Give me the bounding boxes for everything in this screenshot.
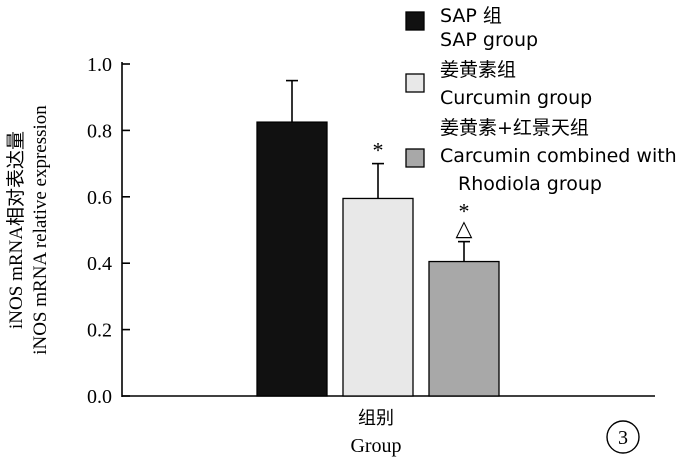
y-axis-title-en: iNOS mRNA relative expression [30, 105, 51, 355]
legend-swatch [405, 11, 425, 31]
significance-marker: * [373, 138, 384, 163]
legend-label-en: Carcumin combined with Rhodiola group [440, 145, 677, 195]
bars [256, 121, 500, 397]
x-axis-title-en: Group [350, 435, 401, 457]
y-axis: 0.0 0.2 0.4 0.6 0.8 1.0 [87, 54, 130, 408]
legend-label-cn: SAP 组 [440, 5, 502, 27]
y-tick-label: 1.0 [87, 54, 112, 76]
y-axis-title: iNOS mRNA相对表达量 iNOS mRNA relative expres… [5, 105, 51, 355]
significance-marker: * △ [456, 199, 473, 241]
bar [342, 197, 414, 397]
y-tick-label: 0.8 [87, 120, 112, 142]
significance-markers: * * △ [373, 138, 473, 241]
legend-label-cn: 姜黄素组 [440, 59, 516, 81]
legend-label-en: SAP group [440, 29, 538, 51]
y-tick-label: 0.2 [87, 320, 112, 342]
y-tick-label: 0.4 [87, 253, 112, 275]
panel-label-number: 3 [618, 427, 628, 449]
legend-label-cn: 姜黄素+红景天组 [440, 117, 589, 139]
y-tick-label: 0.6 [87, 187, 112, 209]
legend-label-en: Curcumin group [440, 87, 592, 109]
bar [256, 121, 328, 397]
legend-swatch [405, 148, 425, 168]
error-bars [286, 79, 470, 262]
bar [428, 260, 500, 397]
panel-label-circle [606, 420, 640, 454]
x-axis-title-cn: 组别 [358, 408, 394, 429]
panel-label: 3 [606, 420, 640, 454]
legend-swatch [405, 73, 425, 93]
y-tick-label: 0.0 [87, 386, 112, 408]
y-axis-ticks: 0.0 0.2 0.4 0.6 0.8 1.0 [87, 54, 130, 408]
y-axis-title-cn: iNOS mRNA相对表达量 [5, 131, 27, 329]
